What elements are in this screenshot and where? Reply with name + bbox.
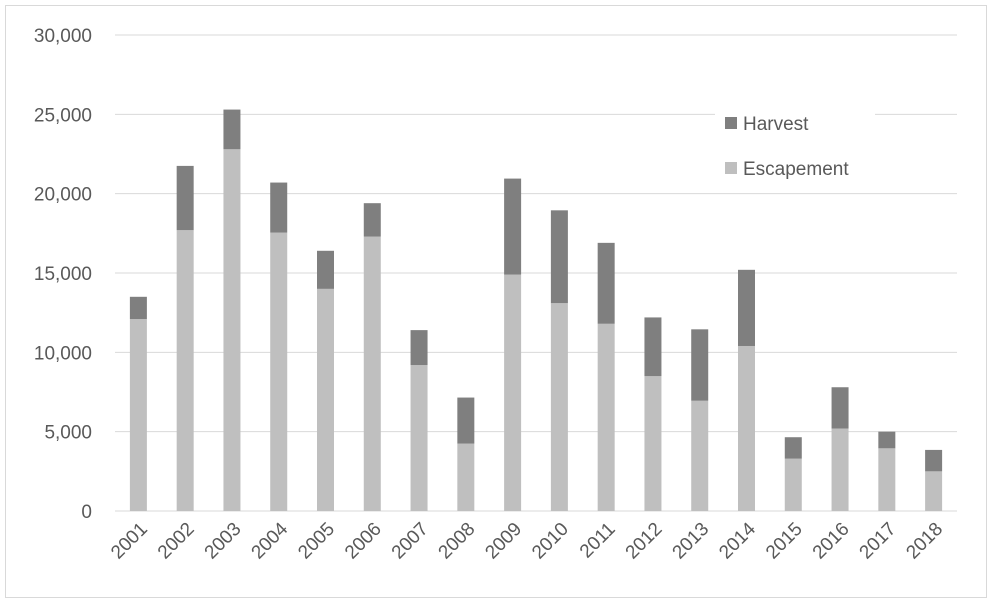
x-tick-label: 2016 <box>809 519 854 564</box>
x-tick-label: 2002 <box>154 519 199 564</box>
bar-escapement-2008 <box>457 443 475 511</box>
bar-escapement-2010 <box>550 303 568 511</box>
y-tick-label: 25,000 <box>34 105 92 126</box>
bar-escapement-2007 <box>410 365 428 511</box>
x-tick-label: 2006 <box>341 519 386 564</box>
bar-harvest-2004 <box>270 182 288 233</box>
x-tick-label: 2007 <box>388 519 433 564</box>
x-tick-label: 2014 <box>715 518 760 563</box>
bar-escapement-2015 <box>784 458 802 511</box>
bar-escapement-2006 <box>363 236 381 512</box>
x-tick-label: 2001 <box>107 519 152 564</box>
bar-harvest-2003 <box>223 109 241 150</box>
bar-escapement-2002 <box>176 230 194 511</box>
bar-escapement-2014 <box>738 345 755 511</box>
bar-escapement-2018 <box>925 471 943 511</box>
legend-swatch-escapement <box>725 162 737 174</box>
x-tick-label: 2012 <box>622 519 667 564</box>
y-tick-label: 30,000 <box>34 26 92 47</box>
bar-escapement-2011 <box>597 323 615 511</box>
x-tick-label: 2005 <box>294 519 339 564</box>
bar-harvest-2015 <box>784 437 802 459</box>
legend-background <box>715 103 875 185</box>
y-tick-label: 10,000 <box>34 343 92 364</box>
x-tick-label: 2015 <box>762 519 807 564</box>
bar-escapement-2003 <box>223 149 241 512</box>
bar-harvest-2006 <box>363 203 381 237</box>
legend-label-escapement: Escapement <box>743 159 849 180</box>
bar-escapement-2005 <box>317 288 334 511</box>
bar-escapement-2004 <box>270 232 288 512</box>
x-tick-label: 2017 <box>856 519 901 564</box>
y-tick-label: 5,000 <box>44 423 92 444</box>
bar-harvest-2018 <box>925 449 943 472</box>
x-tick-label: 2004 <box>248 518 293 563</box>
bars <box>129 109 943 512</box>
bar-harvest-2002 <box>176 165 194 231</box>
x-tick-label: 2008 <box>435 519 480 564</box>
x-tick-label: 2013 <box>669 519 714 564</box>
x-tick-label: 2009 <box>481 519 526 564</box>
bar-harvest-2005 <box>317 250 334 289</box>
bar-escapement-2001 <box>129 319 147 511</box>
bar-harvest-2013 <box>691 329 709 401</box>
bar-escapement-2017 <box>878 448 896 511</box>
bar-harvest-2007 <box>410 330 428 366</box>
y-axis: 0 5,000 10,000 15,000 20,000 25,000 30,000 <box>34 26 92 523</box>
x-tick-label: 2018 <box>902 519 947 564</box>
legend-swatch-harvest <box>725 117 737 129</box>
legend: Harvest Escapement <box>715 103 875 185</box>
bar-escapement-2013 <box>691 400 709 511</box>
bar-harvest-2008 <box>457 397 475 444</box>
bar-harvest-2010 <box>550 210 568 304</box>
bar-escapement-2012 <box>644 376 662 511</box>
y-tick-label: 20,000 <box>34 185 92 206</box>
x-tick-label: 2003 <box>201 519 246 564</box>
x-axis: 2001 2002 2003 2004 2005 2006 2007 2008 2009 2010… <box>107 518 947 563</box>
y-tick-label: 0 <box>81 502 92 523</box>
bar-escapement-2016 <box>831 428 849 511</box>
bar-harvest-2009 <box>504 178 522 275</box>
bar-harvest-2016 <box>831 387 849 429</box>
bar-harvest-2011 <box>597 242 615 324</box>
y-tick-label: 15,000 <box>34 264 92 285</box>
bar-harvest-2014 <box>738 269 755 346</box>
bar-harvest-2012 <box>644 317 662 377</box>
legend-label-harvest: Harvest <box>743 114 809 135</box>
bar-harvest-2001 <box>129 296 147 320</box>
x-tick-label: 2011 <box>576 519 620 563</box>
bar-harvest-2017 <box>878 431 896 449</box>
x-tick-label: 2010 <box>528 519 573 564</box>
bar-escapement-2009 <box>504 274 522 511</box>
